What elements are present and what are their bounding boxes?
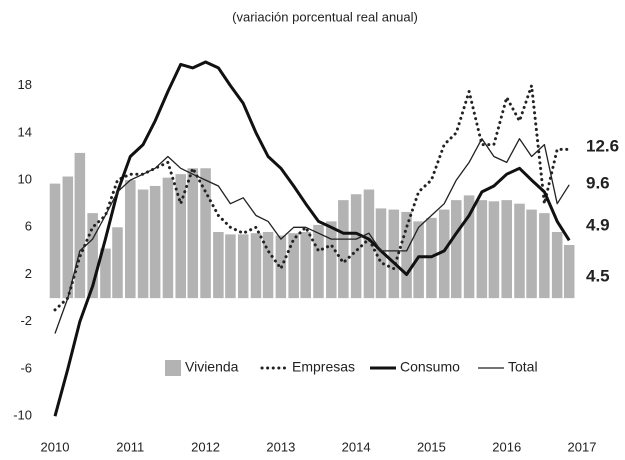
bar bbox=[62, 176, 74, 299]
bar bbox=[74, 152, 86, 299]
bar bbox=[149, 185, 161, 299]
bar bbox=[350, 194, 362, 299]
y-tick-label: 14 bbox=[18, 124, 32, 139]
bar bbox=[476, 200, 488, 299]
bar bbox=[175, 174, 186, 299]
x-tick-label: 2010 bbox=[41, 439, 70, 454]
legend-label: Empresas bbox=[292, 359, 355, 375]
bar bbox=[375, 208, 387, 299]
bar bbox=[112, 227, 123, 299]
end-label: 12.6 bbox=[586, 136, 619, 155]
bar bbox=[262, 232, 274, 299]
bar bbox=[213, 232, 224, 299]
legend-label: Vivienda bbox=[185, 359, 239, 375]
y-tick-label: -10 bbox=[13, 408, 32, 423]
end-label: 4.5 bbox=[586, 266, 610, 285]
line-total bbox=[54, 138, 570, 334]
line-empresas bbox=[53, 84, 571, 312]
bar bbox=[413, 221, 424, 299]
x-tick-label: 2014 bbox=[342, 439, 371, 454]
y-tick-label: 18 bbox=[18, 77, 32, 92]
bar bbox=[338, 200, 349, 299]
bar bbox=[87, 213, 98, 299]
bar bbox=[237, 234, 249, 299]
bar bbox=[526, 209, 537, 299]
x-tick-label: 2015 bbox=[417, 439, 446, 454]
bar bbox=[401, 211, 412, 299]
x-tick-label: 2011 bbox=[116, 439, 144, 454]
y-tick-label: 10 bbox=[18, 172, 32, 187]
bar bbox=[514, 203, 525, 299]
y-tick-label: 2 bbox=[25, 266, 32, 281]
x-tick-label: 2017 bbox=[568, 439, 597, 454]
bar bbox=[250, 233, 262, 299]
chart-title: (variación porcentual real anual) bbox=[232, 9, 418, 24]
bar bbox=[438, 209, 450, 299]
legend-label: Consumo bbox=[400, 359, 460, 375]
bar bbox=[463, 195, 475, 299]
x-tick-label: 2012 bbox=[191, 439, 220, 454]
bar bbox=[488, 201, 500, 299]
bar bbox=[100, 248, 111, 299]
bar bbox=[200, 168, 211, 299]
x-tick-label: 2016 bbox=[492, 439, 521, 454]
legend-swatch bbox=[165, 360, 181, 376]
bar bbox=[551, 232, 563, 299]
bar bbox=[501, 200, 512, 299]
bar bbox=[451, 200, 462, 299]
legend-label: Total bbox=[508, 359, 538, 375]
y-tick-label: -6 bbox=[20, 360, 32, 375]
y-tick-label: -2 bbox=[20, 313, 32, 328]
bar bbox=[300, 232, 311, 299]
y-tick-label: 6 bbox=[25, 219, 32, 234]
bar bbox=[137, 189, 149, 299]
bar bbox=[187, 168, 199, 299]
bar bbox=[49, 183, 61, 299]
bar bbox=[563, 245, 575, 299]
bar bbox=[125, 180, 136, 299]
bar bbox=[288, 233, 299, 299]
bar bbox=[326, 221, 337, 299]
bar bbox=[225, 234, 236, 299]
x-tick-label: 2013 bbox=[266, 439, 295, 454]
end-label: 9.6 bbox=[586, 173, 610, 192]
end-label: 4.9 bbox=[586, 215, 610, 234]
bar bbox=[313, 224, 324, 299]
bar bbox=[162, 177, 174, 299]
line-consumo bbox=[53, 60, 571, 417]
bar bbox=[539, 213, 550, 299]
bar bbox=[363, 189, 375, 299]
bar bbox=[388, 209, 400, 299]
